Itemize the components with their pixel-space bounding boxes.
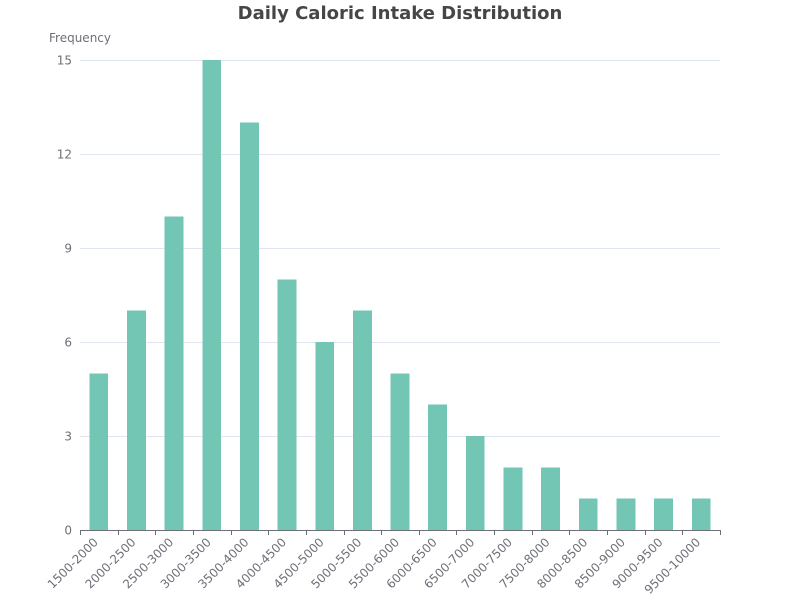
bar bbox=[654, 498, 673, 530]
bar bbox=[465, 436, 485, 530]
bar bbox=[390, 373, 410, 530]
bar bbox=[89, 373, 109, 530]
bar bbox=[202, 60, 222, 530]
y-tick-label: 3 bbox=[64, 430, 72, 444]
bar bbox=[315, 342, 335, 530]
bar bbox=[164, 216, 184, 531]
grid-lines bbox=[80, 60, 720, 437]
y-tick-label: 15 bbox=[57, 54, 72, 68]
bar bbox=[691, 498, 711, 530]
chart-title: Daily Caloric Intake Distribution bbox=[238, 3, 563, 24]
y-tick-label: 0 bbox=[64, 524, 72, 538]
bar bbox=[616, 498, 636, 530]
y-tick-label: 6 bbox=[64, 336, 72, 350]
bar bbox=[240, 122, 259, 531]
bar bbox=[541, 467, 560, 530]
x-axis bbox=[80, 530, 721, 535]
y-tick-label: 9 bbox=[64, 242, 72, 256]
bar bbox=[428, 404, 448, 530]
bar bbox=[503, 467, 523, 530]
y-axis-ticks: 0 3 6 9 12 15 bbox=[57, 54, 72, 538]
bar bbox=[578, 498, 598, 530]
y-tick-label: 12 bbox=[57, 148, 72, 162]
bar bbox=[127, 310, 146, 530]
x-axis-ticks: 1500-20002000-25002500-30003000-35003500… bbox=[45, 535, 704, 597]
y-axis-label: Frequency bbox=[49, 31, 111, 45]
bar bbox=[352, 310, 372, 530]
bars bbox=[89, 60, 711, 531]
bar bbox=[277, 279, 297, 530]
